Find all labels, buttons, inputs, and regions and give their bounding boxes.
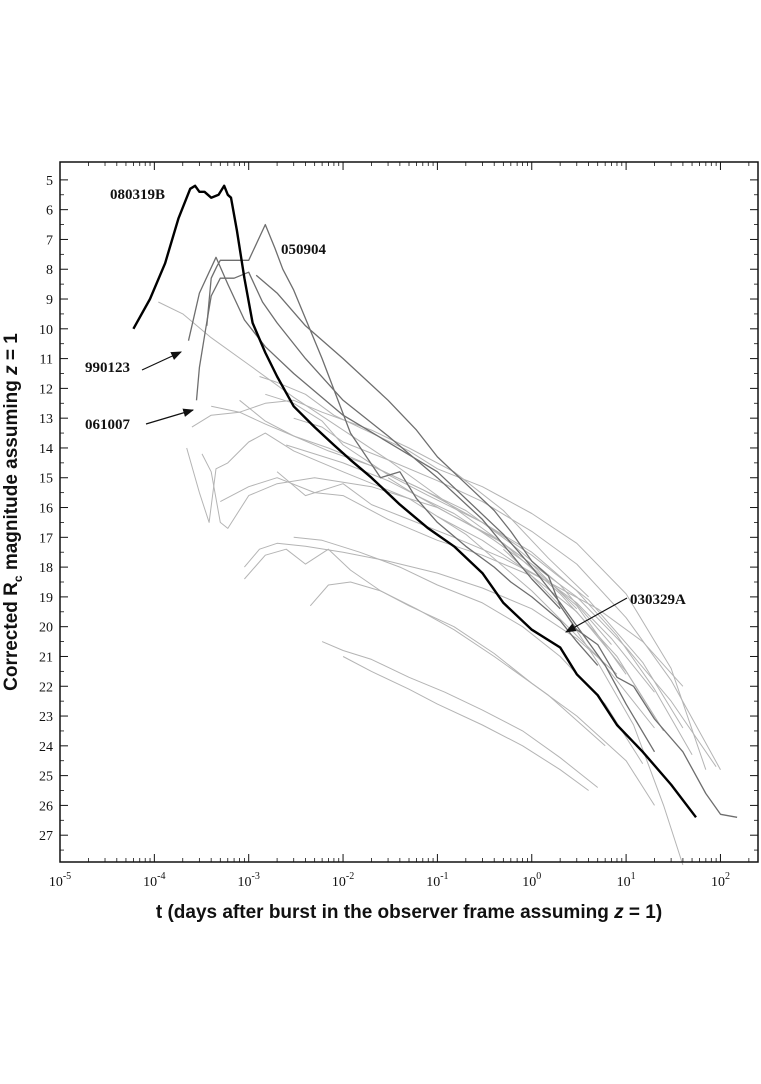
y-tick-label: 15 [39, 472, 53, 487]
x-tick-label: 10-4 [143, 871, 165, 890]
x-tick-label: 101 [617, 871, 636, 890]
y-tick-label: 25 [39, 770, 53, 785]
series-line-080319B [132, 184, 697, 819]
y-tick-label: 13 [39, 412, 53, 427]
y-tick-label: 8 [46, 263, 53, 278]
y-tick-label: 10 [39, 323, 53, 338]
y-tick-label: 21 [39, 650, 53, 665]
y-tick-label: 7 [46, 233, 53, 248]
x-tick-label: 100 [522, 871, 541, 890]
arrow-030329A [565, 597, 628, 633]
y-tick-label: 18 [39, 561, 53, 576]
y-axis-title: Corrected Rc magnitude assuming z = 1 [1, 333, 25, 691]
x-axis-title: t (days after burst in the observer fram… [156, 902, 662, 923]
y-tick-label: 22 [39, 680, 53, 695]
arrow-061007 [145, 408, 195, 425]
y-tick-label: 23 [39, 710, 53, 725]
series-line-24 [286, 444, 627, 675]
x-tick-label: 102 [711, 871, 730, 890]
series-line-030329A [255, 274, 738, 818]
series-line-13 [309, 581, 655, 806]
y-tick-label: 12 [39, 382, 53, 397]
x-tick-label: 10-5 [49, 871, 71, 890]
y-tick-label: 9 [46, 293, 53, 308]
series-line-7 [186, 432, 655, 729]
y-tick-label: 19 [39, 591, 53, 606]
y-tick-label: 11 [40, 353, 53, 368]
annotation-050904: 050904 [281, 242, 327, 258]
series-line-11 [244, 542, 618, 675]
y-tick-label: 26 [39, 799, 53, 814]
y-tick-label: 14 [39, 442, 53, 457]
series-layer [132, 184, 738, 866]
y-tick-label: 20 [39, 621, 53, 636]
series-line-15 [342, 656, 589, 791]
x-tick-label: 10-2 [332, 871, 354, 890]
series-line-061007 [195, 271, 561, 610]
series-line-5 [158, 301, 578, 610]
arrow-990123 [141, 351, 182, 371]
x-tick-label: 10-1 [426, 871, 448, 890]
y-tick-label: 5 [46, 174, 53, 189]
y-tick-label: 17 [39, 531, 53, 546]
y-tick-label: 16 [39, 502, 53, 517]
series-line-9 [259, 376, 707, 770]
annotation-030329A: 030329A [630, 592, 686, 608]
annotation-061007: 061007 [85, 417, 131, 433]
y-tick-label: 27 [39, 829, 53, 844]
annotation-080319B: 080319B [110, 187, 165, 203]
series-line-23 [503, 548, 684, 866]
series-line-050904 [206, 223, 599, 666]
y-tick-label: 24 [39, 740, 53, 755]
series-line-990123 [187, 256, 656, 753]
series-line-25 [211, 405, 612, 645]
series-line-21 [387, 477, 717, 767]
y-tick-label: 6 [46, 204, 53, 219]
x-tick-label: 10-3 [238, 871, 260, 890]
series-line-14 [321, 641, 599, 788]
series-line-6 [191, 399, 589, 598]
annotation-990123: 990123 [85, 360, 130, 376]
series-line-12 [244, 548, 606, 747]
series-line-19 [293, 417, 721, 770]
series-line-18 [276, 471, 684, 687]
series-line-8 [201, 453, 665, 732]
axis-layer: 10-5 10-4 10-3 10-2 10-1 100 101 102 5 6 7 8 9 10 11 12… [39, 162, 758, 890]
